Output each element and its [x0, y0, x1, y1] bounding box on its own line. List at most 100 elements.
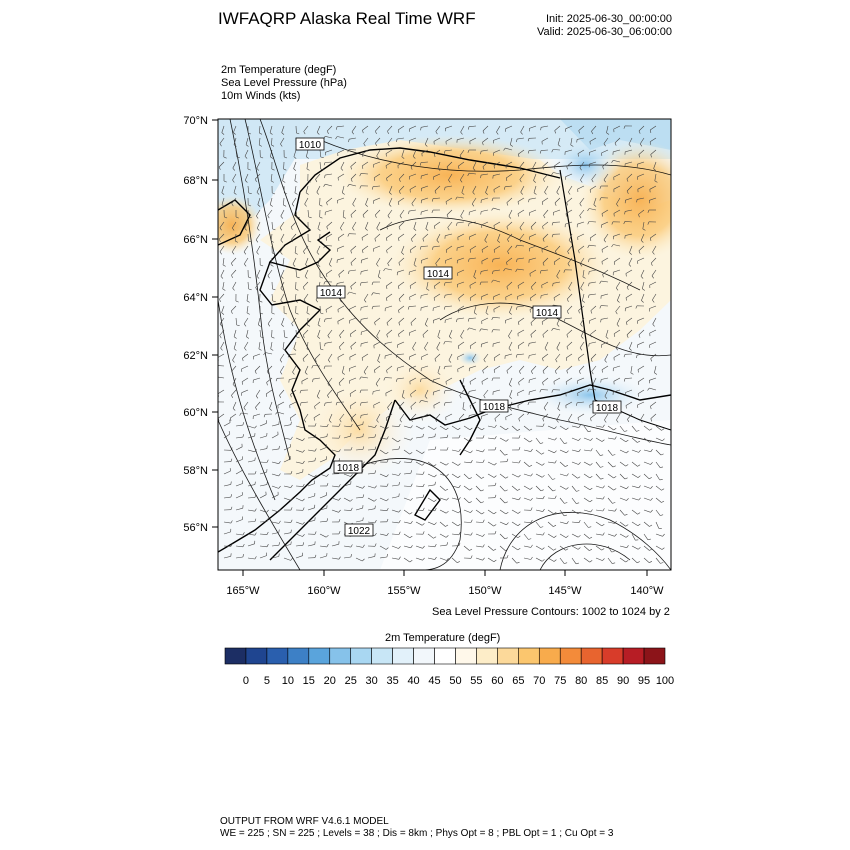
wind-barb-flag: [602, 424, 605, 428]
wind-barb: [373, 197, 381, 201]
wind-barb-flag: [446, 473, 449, 477]
wind-barb-flag: [623, 354, 626, 358]
wind-barb-flag: [591, 131, 594, 135]
wind-barb: [493, 341, 501, 345]
wind-barb: [266, 365, 273, 372]
wind-barb: [511, 545, 518, 551]
wind-barb: [410, 389, 417, 395]
wind-barb: [493, 149, 501, 153]
wind-barb: [433, 389, 441, 393]
wind-barb: [325, 136, 333, 139]
wind-barb-flag: [260, 312, 264, 315]
wind-barb-flag: [398, 472, 401, 476]
wind-barb: [349, 184, 357, 187]
wind-barb: [271, 137, 273, 146]
wind-barb-flag: [493, 524, 497, 527]
wind-barb: [218, 353, 225, 358]
wind-barb-flag: [552, 478, 556, 480]
wind-barb: [350, 209, 357, 216]
wind-barb: [487, 473, 495, 478]
wind-barb-flag: [626, 322, 628, 326]
wind-barb-flag: [283, 204, 287, 207]
wind-barb-flag: [578, 130, 580, 134]
wind-barb: [580, 173, 585, 181]
wind-barb: [458, 161, 465, 167]
wind-barb-flag: [266, 382, 268, 386]
wind-barb-flag: [410, 406, 413, 410]
wind-barb-flag: [338, 497, 341, 501]
wind-barb-flag: [654, 180, 658, 183]
wind-barb: [445, 137, 453, 142]
wind-barb: [337, 281, 345, 284]
wind-barb-flag: [279, 227, 283, 231]
wind-barb: [642, 281, 645, 289]
wind-barb: [307, 209, 309, 218]
wind-barb-flag: [468, 501, 472, 504]
wind-barb-flag: [566, 370, 568, 374]
wind-barb: [361, 329, 369, 333]
wind-barb-flag: [305, 264, 308, 267]
wind-barb-flag: [445, 524, 449, 527]
wind-barb-flag: [349, 393, 351, 397]
wind-barb: [511, 509, 519, 514]
wind-barb-flag: [508, 335, 511, 339]
wind-barb: [247, 425, 255, 429]
wind-barb-flag: [563, 514, 567, 517]
lat-label: 60°N: [183, 407, 208, 419]
wind-barb-flag: [542, 238, 545, 242]
wind-barb-flag: [361, 237, 363, 241]
wind-barb-flag: [601, 548, 605, 551]
wind-barb: [259, 521, 268, 523]
wind-barb-flag: [302, 521, 305, 525]
wind-barb-flag: [614, 142, 617, 146]
wind-barb: [499, 509, 506, 515]
wind-barb: [399, 413, 405, 420]
wind-barb-flag: [307, 180, 311, 183]
wind-barb: [295, 329, 297, 338]
wind-barb: [499, 473, 506, 479]
wind-barb-flag: [469, 249, 471, 253]
wind-barb: [571, 533, 579, 538]
wind-barb: [266, 377, 273, 383]
wind-barb: [578, 125, 585, 131]
wind-barb: [485, 185, 489, 193]
wind-barb: [375, 137, 381, 144]
wind-barb-flag: [326, 474, 329, 477]
wind-barb: [457, 317, 465, 320]
wind-barb: [607, 449, 613, 456]
wind-barb: [244, 149, 249, 157]
colorbar-tick: 90: [617, 675, 629, 687]
wind-barb: [604, 389, 609, 397]
wind-barb: [459, 149, 465, 156]
wind-barb-flag: [482, 449, 485, 453]
wind-barb-flag: [241, 467, 243, 471]
wind-barb-flag: [352, 203, 355, 207]
wind-barb-flag: [254, 178, 257, 182]
wind-barb: [420, 161, 429, 163]
wind-barb-flag: [563, 269, 566, 273]
wind-barb: [397, 365, 405, 369]
wind-barb: [595, 509, 603, 512]
colorbar-tick: 30: [366, 675, 378, 687]
wind-barb-flag: [254, 481, 256, 485]
wind-barb-flag: [527, 412, 530, 415]
wind-barb-flag: [650, 262, 653, 266]
wind-barb: [481, 245, 489, 250]
wind-barb-flag: [611, 160, 614, 163]
wind-barb: [595, 485, 603, 489]
wind-barb: [577, 137, 585, 140]
wind-barb-flag: [576, 490, 580, 492]
wind-barb-flag: [284, 336, 288, 339]
wind-barb: [457, 365, 465, 370]
wind-barb: [535, 497, 543, 500]
wind-barb-flag: [266, 370, 269, 374]
wind-barb-flag: [494, 494, 497, 498]
wind-barb-flag: [508, 348, 512, 351]
wind-barb-flag: [374, 214, 377, 218]
wind-barb-flag: [542, 418, 544, 422]
wind-barb-flag: [482, 519, 485, 523]
wind-barb-flag: [398, 178, 401, 182]
wind-barb: [547, 473, 553, 480]
colorbar-box: [538, 647, 561, 665]
wind-barb-flag: [469, 297, 472, 301]
